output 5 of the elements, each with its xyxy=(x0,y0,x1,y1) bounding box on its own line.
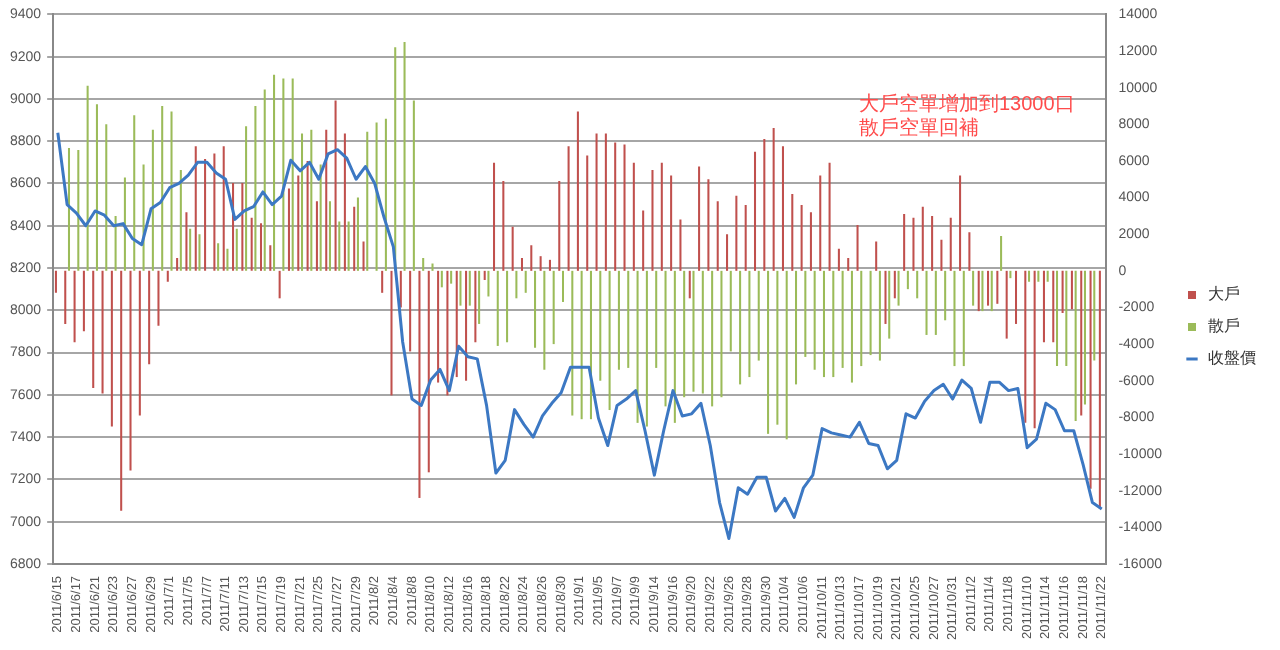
legend-label: 大戶 xyxy=(1208,285,1240,304)
annotation: 大戶空單增加到13000口 xyxy=(858,91,1075,116)
annotation: 散戶空單回補 xyxy=(858,115,979,140)
legend-label: 收盤價 xyxy=(1208,349,1256,368)
legend-label: 散戶 xyxy=(1208,317,1240,336)
